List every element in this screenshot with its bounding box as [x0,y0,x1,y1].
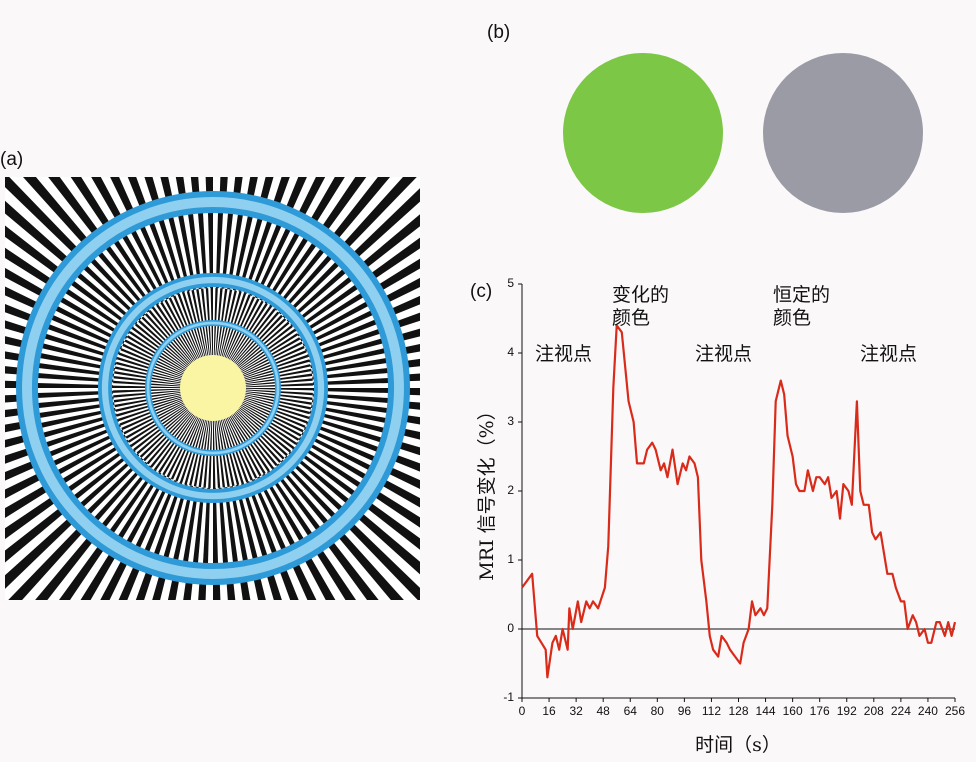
annotation: 恒定的 [773,284,830,306]
y-tick-label: -1 [503,690,514,704]
x-tick-label: 96 [678,704,692,718]
ring [22,197,404,579]
center-disk [180,355,246,421]
x-axis-label: 时间（s） [695,734,781,756]
y-tick-label: 2 [507,483,514,497]
y-axis-label: MRI 信号变化（%） [476,401,498,580]
ring [146,321,280,455]
x-tick-label: 128 [728,704,748,718]
annotation: 变化的 [612,284,669,306]
x-tick-label: 32 [569,704,583,718]
x-tick-label: 144 [756,704,776,718]
x-tick-label: 176 [810,704,830,718]
y-tick-label: 3 [507,414,514,428]
x-tick-label: 256 [945,704,965,718]
x-tick-label: 16 [542,704,556,718]
y-tick-label: 5 [507,276,514,290]
x-tick-label: 208 [864,704,884,718]
annotation: 颜色 [612,307,650,329]
x-tick-label: 240 [918,704,938,718]
panel-label: (b) [487,22,510,43]
y-tick-label: 0 [507,621,514,635]
x-tick-label: 48 [597,704,611,718]
annotation: 注视点 [535,343,592,365]
x-tick-label: 112 [702,704,721,718]
constant-color-disk [763,53,923,213]
x-tick-label: 64 [624,704,638,718]
y-tick-label: 1 [507,552,514,566]
x-tick-label: 224 [891,704,911,718]
x-tick-label: 192 [837,704,857,718]
radial-pattern [5,177,420,600]
annotation: 颜色 [773,307,811,329]
panel-label: (c) [470,281,492,302]
signal-line [521,324,957,679]
x-tick-label: 80 [651,704,665,718]
panel-label: (a) [0,149,23,170]
y-tick-label: 4 [507,345,514,359]
ring [101,276,325,500]
annotation: 注视点 [695,343,752,365]
x-tick-label: 0 [519,704,526,718]
annotation: 注视点 [860,343,917,365]
changing-color-disk [563,53,723,213]
x-tick-label: 160 [783,704,803,718]
